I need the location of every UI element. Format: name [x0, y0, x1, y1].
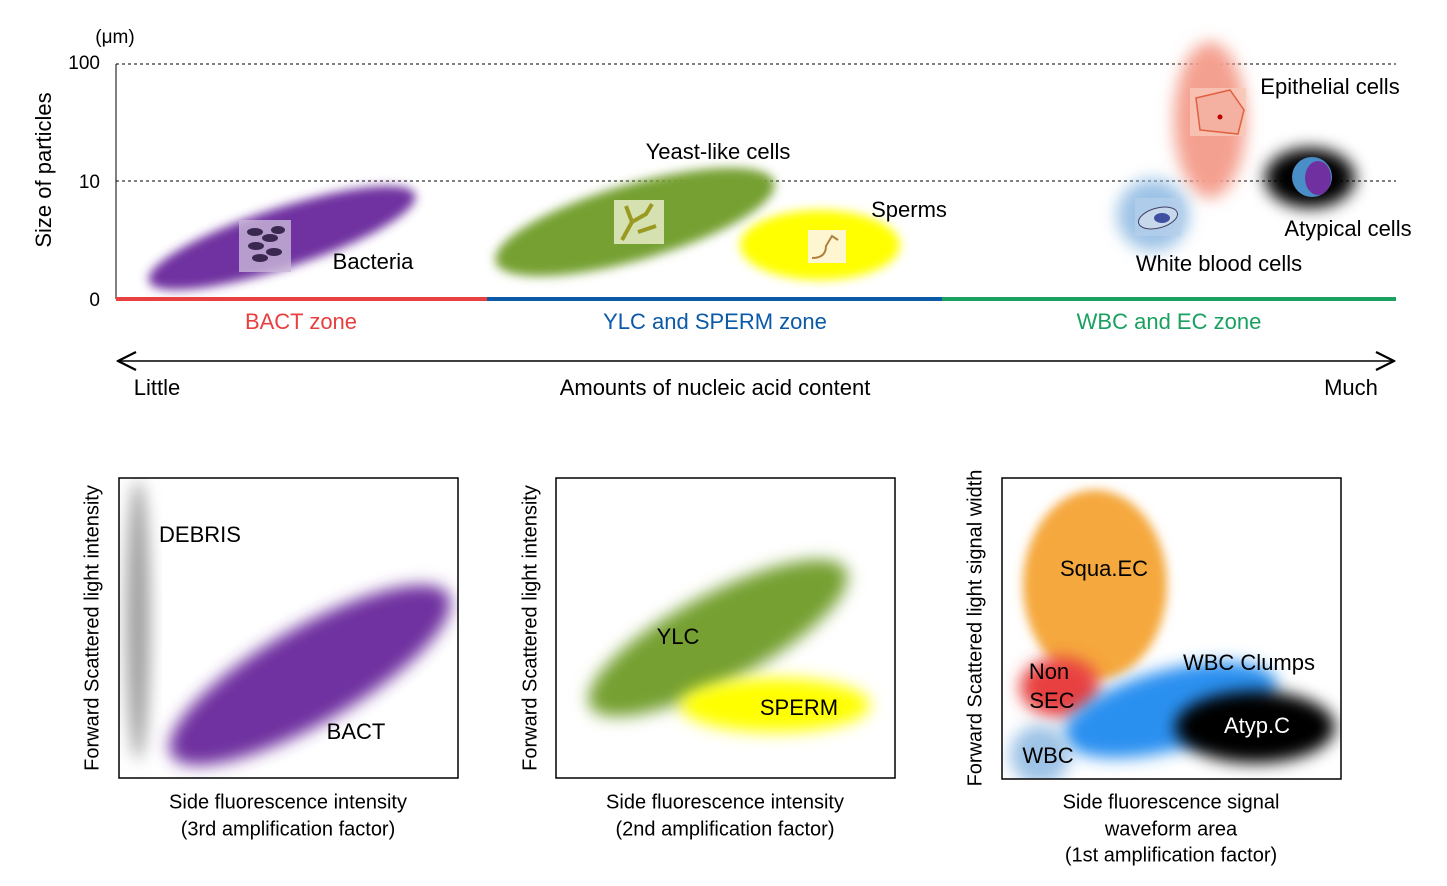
debris-cluster [126, 480, 150, 760]
cluster-label: Atypical cells [1284, 216, 1411, 241]
x-label: (2nd amplification factor) [616, 818, 835, 840]
zone-label: YLC and SPERM zone [603, 309, 827, 334]
panel-frame [555, 477, 896, 779]
y-label: Forward Scattered light signal width [964, 470, 986, 787]
x-label: (1st amplification factor) [1065, 844, 1277, 866]
ylc-cluster [588, 559, 848, 717]
axis-end-label: Little [134, 375, 180, 400]
panel-frame [1001, 477, 1342, 780]
sperm-icon-shape [811, 234, 839, 259]
epithelial-icon-shape [1195, 89, 1245, 135]
cluster-label: Squa.EC [1060, 556, 1148, 581]
cluster-label: BACT [327, 719, 386, 744]
x-label: (3rd amplification factor) [181, 818, 396, 840]
panel-plot [588, 559, 870, 732]
atypical-nucleus [1305, 161, 1331, 195]
axis-end-label: Much [1324, 375, 1378, 400]
cluster-label: YLC [657, 624, 700, 649]
cluster-label: SPERM [760, 695, 838, 720]
zone-label: BACT zone [245, 309, 357, 334]
cluster-label: Atyp.C [1224, 713, 1290, 738]
panel-plot [126, 480, 451, 766]
wbc-clumps-cluster [1063, 662, 1277, 758]
cluster-label: Non [1029, 659, 1069, 684]
squa-ec-cluster [1023, 490, 1167, 680]
epithelial-nucleus [1217, 114, 1223, 120]
panel-frame [118, 477, 459, 779]
atyp-c-cluster [1175, 691, 1335, 763]
cluster-label: DEBRIS [159, 522, 241, 547]
x-label: Side fluorescence intensity [606, 791, 844, 813]
unit: (μm) [95, 27, 134, 48]
tick-label: 10 [79, 172, 100, 193]
cluster-label: White blood cells [1136, 251, 1302, 276]
cluster-label: Sperms [871, 197, 947, 222]
cluster-label: Epithelial cells [1260, 74, 1399, 99]
x-label: waveform area [1104, 818, 1238, 840]
y-label: Forward Scattered light intensity [519, 485, 541, 771]
x-label: Side fluorescence intensity [169, 791, 407, 813]
wbc-nucleus [1154, 213, 1170, 223]
cluster-label: WBC [1022, 743, 1073, 768]
cluster-label: Bacteria [333, 249, 414, 274]
wbc-cluster [1010, 725, 1070, 779]
sperm-cluster [680, 678, 870, 732]
axis-title: Amounts of nucleic acid content [560, 375, 871, 400]
cluster-label: SEC [1029, 688, 1074, 713]
yeast-icon-shape [620, 202, 657, 241]
y-label: Size of particles [31, 92, 56, 247]
tick-label: 100 [68, 53, 100, 74]
tick-label: 0 [89, 290, 100, 311]
non-sec-cluster [1020, 657, 1100, 717]
bact-cluster [169, 584, 451, 766]
y-label: Forward Scattered light intensity [81, 485, 103, 771]
panel-plot [1010, 490, 1335, 779]
x-label: Side fluorescence signal [1063, 791, 1280, 813]
bacteria-icon-dots [247, 226, 285, 262]
zone-label: WBC and EC zone [1077, 309, 1262, 334]
cluster-label: Yeast-like cells [646, 139, 791, 164]
cluster-label: WBC Clumps [1183, 650, 1315, 675]
